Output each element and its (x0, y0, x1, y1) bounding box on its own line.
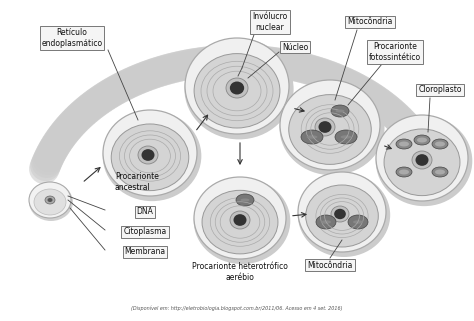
Ellipse shape (348, 215, 368, 229)
Ellipse shape (280, 80, 380, 170)
Ellipse shape (396, 167, 412, 177)
Ellipse shape (414, 135, 430, 145)
Text: Retículo
endoplasmático: Retículo endoplasmático (41, 28, 102, 48)
Ellipse shape (315, 118, 335, 136)
Ellipse shape (298, 173, 390, 257)
Text: Cloroplasto: Cloroplasto (418, 85, 462, 94)
Ellipse shape (184, 39, 293, 139)
Ellipse shape (45, 196, 55, 204)
Ellipse shape (306, 185, 378, 247)
Ellipse shape (399, 142, 409, 146)
Ellipse shape (416, 154, 428, 166)
Ellipse shape (111, 124, 189, 191)
Text: Procarionte
fotossintético: Procarionte fotossintético (369, 42, 421, 62)
Ellipse shape (396, 139, 412, 149)
Text: Procarionte heterotrófico
aerébio: Procarionte heterotrófico aerébio (192, 262, 288, 282)
Ellipse shape (321, 220, 331, 224)
Ellipse shape (435, 169, 445, 175)
Text: Núcleo: Núcleo (282, 42, 308, 51)
Ellipse shape (376, 116, 472, 206)
Ellipse shape (47, 198, 53, 202)
Text: Procarionte
ancestral: Procarionte ancestral (115, 172, 159, 192)
Ellipse shape (417, 137, 427, 143)
Ellipse shape (336, 109, 345, 112)
Ellipse shape (194, 177, 286, 259)
Ellipse shape (432, 167, 448, 177)
Ellipse shape (289, 95, 371, 164)
Ellipse shape (384, 129, 460, 195)
Ellipse shape (331, 206, 349, 222)
Text: Invólucro
nuclear: Invólucro nuclear (252, 12, 288, 32)
Ellipse shape (432, 139, 448, 149)
Ellipse shape (194, 178, 290, 264)
Ellipse shape (316, 215, 336, 229)
Ellipse shape (435, 142, 445, 146)
Ellipse shape (103, 111, 201, 201)
Ellipse shape (138, 146, 158, 164)
Ellipse shape (307, 135, 318, 139)
Ellipse shape (335, 130, 357, 144)
Ellipse shape (236, 194, 254, 206)
Text: (Disponível em: http://eletrobiologia.blogspot.com.br/2011/06. Acesso em 4 set. : (Disponível em: http://eletrobiologia.bl… (131, 305, 343, 311)
Text: Mitocôndria: Mitocôndria (307, 261, 353, 270)
Ellipse shape (202, 190, 278, 254)
Ellipse shape (412, 151, 432, 169)
Text: Citoplasma: Citoplasma (123, 228, 167, 237)
Ellipse shape (34, 189, 66, 215)
Ellipse shape (29, 182, 71, 218)
Ellipse shape (331, 105, 349, 117)
Ellipse shape (103, 110, 197, 196)
Ellipse shape (298, 172, 386, 252)
Ellipse shape (376, 115, 468, 201)
Ellipse shape (301, 130, 323, 144)
Ellipse shape (353, 220, 363, 224)
Ellipse shape (226, 78, 248, 98)
Text: Mitocôndria: Mitocôndria (347, 18, 392, 27)
Ellipse shape (29, 183, 73, 221)
Ellipse shape (142, 149, 155, 161)
Ellipse shape (230, 211, 250, 229)
Text: Membrana: Membrana (125, 247, 165, 256)
Ellipse shape (280, 81, 384, 175)
Ellipse shape (319, 121, 331, 133)
Ellipse shape (230, 82, 244, 94)
Ellipse shape (185, 38, 289, 134)
Ellipse shape (234, 214, 246, 226)
Ellipse shape (340, 135, 352, 139)
Ellipse shape (334, 209, 346, 219)
Ellipse shape (399, 169, 409, 175)
Text: DNA: DNA (137, 207, 154, 216)
Ellipse shape (240, 198, 249, 202)
Ellipse shape (194, 54, 280, 128)
